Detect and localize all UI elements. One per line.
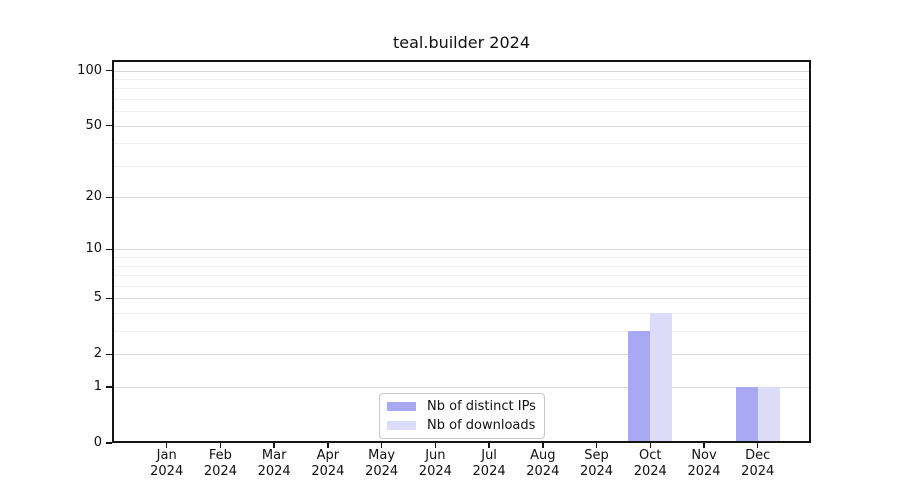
x-tick [380,443,383,448]
x-tick-label-month: Mar [261,448,287,463]
y-tick [106,353,112,356]
y-tick [106,442,112,444]
x-tick-label: Aug 2024 [511,448,575,480]
x-tick-label-year: 2024 [150,464,184,479]
gridline-minor [114,285,809,287]
gridline-major [114,70,809,72]
gridline-minor [114,111,809,113]
x-tick-label-year: 2024 [257,464,291,479]
x-tick-label-year: 2024 [633,464,667,479]
gridline-minor [114,143,809,145]
y-tick [106,196,112,199]
x-tick-label: Oct 2024 [618,448,682,480]
x-tick-label: Feb 2024 [188,448,252,480]
x-tick [756,443,759,448]
x-tick [327,443,329,448]
x-tick-label-month: Jan [156,448,177,463]
bar-downloads [757,387,780,441]
gridline-minor [114,275,809,277]
x-tick-label-year: 2024 [687,464,721,479]
x-tick [488,443,490,448]
x-tick-label-month: May [368,448,396,463]
x-tick-label: Nov 2024 [672,448,736,480]
legend: Nb of distinct IPs Nb of downloads [379,393,545,439]
x-tick [434,443,437,448]
x-tick-label-month: Jul [481,448,497,463]
gridline-minor [114,257,809,259]
x-tick-label: Jun 2024 [403,448,467,480]
legend-label-downloads: Nb of downloads [427,418,536,433]
x-tick-label: Mar 2024 [242,448,306,480]
y-tick-label: 100 [77,62,102,78]
x-tick [595,443,598,448]
x-tick-label-month: Dec [745,448,771,463]
x-tick [649,443,652,448]
bar-downloads [650,313,673,441]
y-tick-label: 20 [85,189,102,205]
x-tick-label: May 2024 [350,448,414,480]
x-tick-label-month: Nov [691,448,717,463]
legend-swatch-downloads [387,421,416,430]
y-tick-label: 10 [85,241,102,257]
x-tick-label-year: 2024 [472,464,506,479]
gridline-minor [114,78,809,80]
y-tick-label: 1 [93,379,102,395]
x-tick-label-month: Sep [584,448,609,463]
legend-swatch-distinct-ips [387,402,416,411]
y-tick [106,386,112,388]
x-tick-label: Sep 2024 [565,448,629,480]
x-tick [165,443,168,448]
x-tick-label-year: 2024 [311,464,345,479]
gridline-minor [114,331,809,333]
gridline-major [114,249,809,251]
legend-label-distinct-ips: Nb of distinct IPs [427,399,536,414]
gridline-minor [114,98,809,100]
x-tick-label-month: Jun [425,448,446,463]
gridline-minor [114,313,809,315]
gridline-minor [114,165,809,167]
gridline-major [114,125,809,127]
y-tick-label: 2 [93,346,102,362]
x-tick [219,443,222,448]
y-tick [106,248,112,251]
gridline-minor [114,265,809,267]
legend-item-downloads: Nb of downloads [387,416,537,435]
x-tick-label: Jul 2024 [457,448,521,480]
y-tick-label: 5 [93,290,102,306]
x-tick-label-year: 2024 [365,464,399,479]
x-tick-label: Dec 2024 [726,448,790,480]
x-tick-label: Jan 2024 [135,448,199,480]
x-tick [542,443,544,448]
x-tick-label-year: 2024 [203,464,237,479]
y-tick [106,297,112,300]
x-tick-label-month: Aug [530,448,556,463]
gridline-major [114,298,809,300]
chart-title: teal.builder 2024 [392,33,531,52]
x-tick-label-month: Apr [316,448,340,463]
x-tick-label-year: 2024 [418,464,452,479]
y-tick-label: 0 [93,435,102,450]
x-tick-label-year: 2024 [526,464,560,479]
x-tick-label-month: Feb [208,448,232,463]
x-tick-label-month: Oct [639,448,662,463]
gridline-major [114,354,809,356]
y-tick [106,124,112,127]
x-tick [273,443,275,448]
x-tick-label-year: 2024 [579,464,614,479]
legend-item-distinct-ips: Nb of distinct IPs [387,397,537,416]
bar-distinct-ips [628,331,651,441]
gridline-major [114,387,809,389]
x-tick [703,443,705,448]
x-tick-label: Apr 2024 [296,448,360,480]
plot-area [112,60,811,443]
y-tick-label: 50 [85,117,102,133]
y-tick [106,69,112,72]
x-tick-label-year: 2024 [741,464,775,479]
gridline-minor [114,88,809,90]
gridline-major [114,197,809,199]
bar-distinct-ips [735,387,758,441]
